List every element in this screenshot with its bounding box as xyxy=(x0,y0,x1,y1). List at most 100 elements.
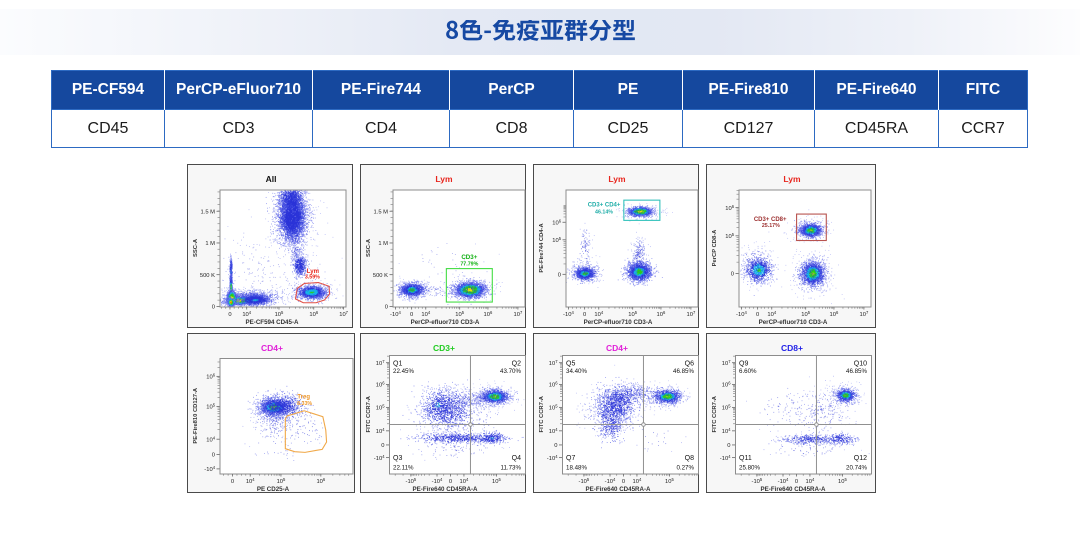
svg-text:500 K: 500 K xyxy=(200,273,215,279)
svg-text:-105: -105 xyxy=(579,477,590,485)
svg-text:105: 105 xyxy=(206,403,215,411)
svg-text:104: 104 xyxy=(421,310,430,318)
svg-text:-105: -105 xyxy=(752,477,763,485)
svg-text:Q10: Q10 xyxy=(854,361,867,368)
svg-text:106: 106 xyxy=(725,204,734,212)
svg-text:All: All xyxy=(266,174,277,184)
svg-text:-104: -104 xyxy=(605,477,616,485)
svg-text:0: 0 xyxy=(558,273,561,279)
svg-text:105: 105 xyxy=(376,404,385,412)
svg-text:104: 104 xyxy=(767,310,776,318)
svg-text:1 M: 1 M xyxy=(378,241,388,247)
svg-text:Treg: Treg xyxy=(297,395,310,401)
svg-text:1 M: 1 M xyxy=(205,241,215,247)
svg-text:CD4+: CD4+ xyxy=(606,343,628,353)
svg-text:-104: -104 xyxy=(374,454,385,462)
svg-text:106: 106 xyxy=(309,310,318,318)
svg-text:PE-Fire810 CD127-A: PE-Fire810 CD127-A xyxy=(193,387,199,444)
svg-text:0: 0 xyxy=(212,453,215,459)
svg-text:34.40%: 34.40% xyxy=(566,368,587,375)
svg-text:0: 0 xyxy=(756,312,759,318)
svg-text:46.14%: 46.14% xyxy=(595,209,613,215)
svg-text:107: 107 xyxy=(860,310,869,318)
svg-text:PE-Fire640 CD45RA-A: PE-Fire640 CD45RA-A xyxy=(761,486,827,493)
svg-text:104: 104 xyxy=(594,310,603,318)
svg-text:PE CD25-A: PE CD25-A xyxy=(257,486,290,493)
svg-text:PerCP-efluor710 CD3-A: PerCP-efluor710 CD3-A xyxy=(584,319,653,326)
svg-text:PerCP-efluor710 CD3-A: PerCP-efluor710 CD3-A xyxy=(411,319,480,326)
svg-text:104: 104 xyxy=(206,435,215,443)
svg-text:77.79%: 77.79% xyxy=(460,261,478,267)
svg-text:46.85%: 46.85% xyxy=(846,368,867,375)
svg-text:Q2: Q2 xyxy=(512,361,521,368)
svg-text:Q5: Q5 xyxy=(566,361,575,368)
svg-text:-104: -104 xyxy=(736,310,747,318)
svg-text:1.5 M: 1.5 M xyxy=(374,209,389,215)
svg-text:107: 107 xyxy=(687,310,696,318)
svg-text:104: 104 xyxy=(806,477,815,485)
svg-text:104: 104 xyxy=(246,477,255,485)
svg-text:0: 0 xyxy=(228,312,231,318)
svg-text:0: 0 xyxy=(449,479,452,485)
svg-text:CD3+: CD3+ xyxy=(433,343,455,353)
svg-text:CD4+: CD4+ xyxy=(261,343,283,353)
svg-text:106: 106 xyxy=(830,310,839,318)
svg-text:-104: -104 xyxy=(390,310,401,318)
svg-text:25.17%: 25.17% xyxy=(762,223,780,229)
svg-text:Lym: Lym xyxy=(307,269,319,275)
svg-text:25.80%: 25.80% xyxy=(739,465,760,472)
svg-text:107: 107 xyxy=(549,359,558,367)
svg-text:20.74%: 20.74% xyxy=(846,465,867,472)
svg-text:106: 106 xyxy=(722,381,731,389)
svg-text:105: 105 xyxy=(725,232,734,240)
svg-text:105: 105 xyxy=(628,310,637,318)
svg-text:-104: -104 xyxy=(778,477,789,485)
svg-text:104: 104 xyxy=(722,427,731,435)
svg-text:Q7: Q7 xyxy=(566,455,575,462)
svg-text:Q1: Q1 xyxy=(393,361,402,368)
svg-text:106: 106 xyxy=(657,310,666,318)
svg-text:105: 105 xyxy=(275,310,284,318)
svg-text:Q4: Q4 xyxy=(512,455,521,462)
svg-text:Q11: Q11 xyxy=(739,455,752,462)
svg-text:CD8+: CD8+ xyxy=(781,343,803,353)
svg-text:0: 0 xyxy=(795,479,798,485)
svg-text:105: 105 xyxy=(838,477,847,485)
svg-text:22.45%: 22.45% xyxy=(393,368,414,375)
svg-text:104: 104 xyxy=(460,477,469,485)
svg-text:Q3: Q3 xyxy=(393,455,402,462)
svg-text:105: 105 xyxy=(722,404,731,412)
svg-text:-104: -104 xyxy=(547,454,558,462)
svg-text:-104: -104 xyxy=(432,477,443,485)
svg-text:CD3+: CD3+ xyxy=(461,254,477,261)
svg-text:107: 107 xyxy=(514,310,523,318)
svg-text:106: 106 xyxy=(484,310,493,318)
svg-text:Q9: Q9 xyxy=(739,361,748,368)
svg-text:0: 0 xyxy=(385,305,388,311)
svg-text:Lym: Lym xyxy=(608,174,626,184)
svg-text:105: 105 xyxy=(665,477,674,485)
svg-text:0: 0 xyxy=(727,443,730,449)
svg-text:PerCP-efluor710 CD3-A: PerCP-efluor710 CD3-A xyxy=(759,319,828,326)
svg-text:0: 0 xyxy=(231,479,234,485)
svg-text:106: 106 xyxy=(376,381,385,389)
svg-text:8.33%: 8.33% xyxy=(297,401,312,407)
svg-text:105: 105 xyxy=(277,477,286,485)
svg-text:0: 0 xyxy=(381,443,384,449)
svg-text:105: 105 xyxy=(492,477,501,485)
svg-text:0.27%: 0.27% xyxy=(676,465,694,472)
svg-text:104: 104 xyxy=(242,310,251,318)
svg-text:104: 104 xyxy=(633,477,642,485)
svg-text:0: 0 xyxy=(410,312,413,318)
svg-text:0: 0 xyxy=(583,312,586,318)
svg-text:106: 106 xyxy=(552,218,561,226)
svg-text:0: 0 xyxy=(554,443,557,449)
svg-text:CD3+ CD4+: CD3+ CD4+ xyxy=(588,202,621,208)
svg-text:FITC CCR7-A: FITC CCR7-A xyxy=(712,395,718,432)
svg-text:-104: -104 xyxy=(204,465,215,473)
svg-text:105: 105 xyxy=(552,236,561,244)
svg-text:CD3+ CD8+: CD3+ CD8+ xyxy=(754,217,787,223)
svg-text:46.85%: 46.85% xyxy=(673,368,694,375)
svg-text:-105: -105 xyxy=(406,477,417,485)
svg-text:22.11%: 22.11% xyxy=(393,465,414,472)
